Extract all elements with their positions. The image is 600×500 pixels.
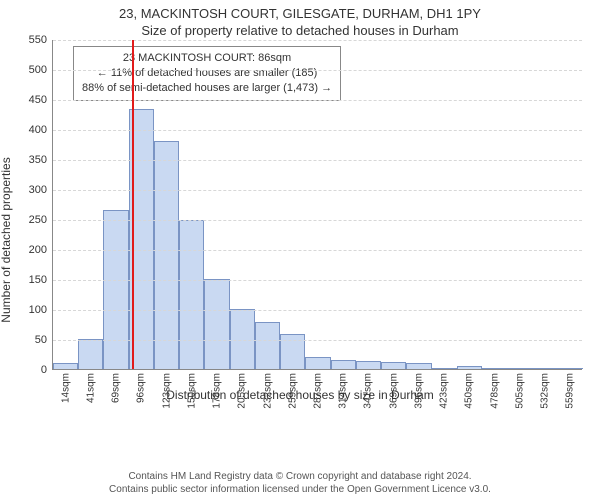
histogram-bar xyxy=(381,362,406,369)
y-tick: 400 xyxy=(29,124,53,136)
x-axis-label: Distribution of detached houses by size … xyxy=(0,388,600,402)
histogram-bar xyxy=(179,220,204,369)
histogram-bar xyxy=(204,279,229,369)
y-tick: 500 xyxy=(29,64,53,76)
chart-area: Number of detached properties 23 MACKINT… xyxy=(0,40,600,440)
y-axis-label: Number of detached properties xyxy=(0,157,13,322)
attribution: Contains HM Land Registry data © Crown c… xyxy=(0,470,600,496)
y-tick: 250 xyxy=(29,214,53,226)
histogram-bar xyxy=(255,322,280,369)
histogram-bar xyxy=(154,141,179,369)
callout-line1: 23 MACKINTOSH COURT: 86sqm xyxy=(82,51,332,66)
y-tick: 150 xyxy=(29,274,53,286)
histogram-bar xyxy=(103,210,128,369)
y-tick: 100 xyxy=(29,304,53,316)
page-subtitle: Size of property relative to detached ho… xyxy=(0,21,600,38)
y-tick: 50 xyxy=(35,334,53,346)
y-tick: 450 xyxy=(29,94,53,106)
y-tick: 0 xyxy=(41,364,53,376)
callout-line2: ← 11% of detached houses are smaller (18… xyxy=(82,66,332,81)
y-tick: 200 xyxy=(29,244,53,256)
histogram-bar xyxy=(356,361,381,369)
attribution-line2: Contains public sector information licen… xyxy=(0,483,600,496)
plot-region: 23 MACKINTOSH COURT: 86sqm ← 11% of deta… xyxy=(52,40,582,370)
y-tick: 350 xyxy=(29,154,53,166)
histogram-bar xyxy=(230,309,255,369)
page-root: 23, MACKINTOSH COURT, GILESGATE, DURHAM,… xyxy=(0,0,600,500)
attribution-line1: Contains HM Land Registry data © Crown c… xyxy=(0,470,600,483)
callout-line3: 88% of semi-detached houses are larger (… xyxy=(82,81,332,96)
histogram-bar xyxy=(331,360,356,369)
histogram-bar xyxy=(78,339,103,369)
property-marker-line xyxy=(132,40,134,369)
y-tick: 300 xyxy=(29,184,53,196)
y-tick: 550 xyxy=(29,34,53,46)
histogram-bar xyxy=(305,357,330,369)
page-title: 23, MACKINTOSH COURT, GILESGATE, DURHAM,… xyxy=(0,0,600,21)
callout-box: 23 MACKINTOSH COURT: 86sqm ← 11% of deta… xyxy=(73,46,341,101)
